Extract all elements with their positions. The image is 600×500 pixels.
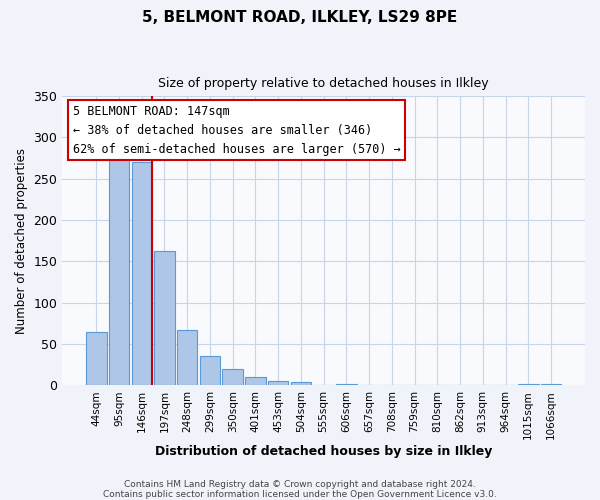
Bar [131, 162, 152, 386]
Text: 5, BELMONT ROAD, ILKLEY, LS29 8PE: 5, BELMONT ROAD, ILKLEY, LS29 8PE [142, 10, 458, 25]
Text: 5 BELMONT ROAD: 147sqm
← 38% of detached houses are smaller (346)
62% of semi-de: 5 BELMONT ROAD: 147sqm ← 38% of detached… [73, 104, 400, 156]
Bar [223, 369, 243, 386]
Text: Contains HM Land Registry data © Crown copyright and database right 2024.: Contains HM Land Registry data © Crown c… [124, 480, 476, 489]
Bar [245, 377, 266, 386]
Bar [177, 330, 197, 386]
X-axis label: Distribution of detached houses by size in Ilkley: Distribution of detached houses by size … [155, 444, 493, 458]
Title: Size of property relative to detached houses in Ilkley: Size of property relative to detached ho… [158, 78, 489, 90]
Bar [518, 384, 539, 386]
Bar [290, 382, 311, 386]
Bar [200, 356, 220, 386]
Text: Contains public sector information licensed under the Open Government Licence v3: Contains public sector information licen… [103, 490, 497, 499]
Y-axis label: Number of detached properties: Number of detached properties [15, 148, 28, 334]
Bar [109, 154, 129, 386]
Bar [86, 332, 107, 386]
Bar [541, 384, 561, 386]
Bar [154, 250, 175, 386]
Bar [268, 382, 289, 386]
Bar [336, 384, 356, 386]
